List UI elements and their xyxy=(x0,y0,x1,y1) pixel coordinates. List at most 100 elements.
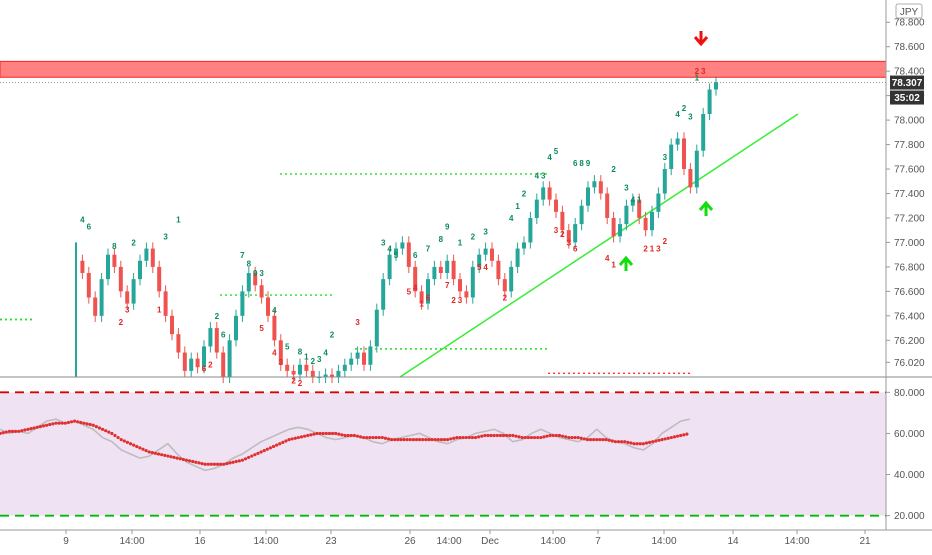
candle-body[interactable] xyxy=(650,212,654,230)
candle-body[interactable] xyxy=(618,224,622,236)
candle-body[interactable] xyxy=(132,279,136,303)
rsi-ma-dot xyxy=(309,433,312,436)
candle-body[interactable] xyxy=(119,267,123,291)
candle-body[interactable] xyxy=(228,340,232,377)
price-tick-label: 77.200 xyxy=(894,213,925,224)
candle-body[interactable] xyxy=(93,297,97,315)
rsi-ma-dot xyxy=(455,436,458,439)
candle-body[interactable] xyxy=(599,181,603,193)
candle-body[interactable] xyxy=(439,267,443,273)
candle-body[interactable] xyxy=(432,267,436,279)
candle-body[interactable] xyxy=(100,279,104,316)
candle-body[interactable] xyxy=(471,267,475,298)
candle-body[interactable] xyxy=(189,359,193,371)
candle-body[interactable] xyxy=(170,316,174,334)
candle-body[interactable] xyxy=(87,273,91,297)
candle-body[interactable] xyxy=(375,310,379,347)
candle-body[interactable] xyxy=(336,371,340,377)
candle-body[interactable] xyxy=(215,328,219,352)
candle-body[interactable] xyxy=(112,255,116,267)
candle-body[interactable] xyxy=(247,273,251,291)
price-axis[interactable]: 78.80078.60078.40078.20078.00077.80077.6… xyxy=(886,18,925,369)
candle-body[interactable] xyxy=(663,169,667,193)
candle-body[interactable] xyxy=(682,138,686,169)
currency-badge[interactable]: JPY xyxy=(896,4,922,18)
candle-body[interactable] xyxy=(605,194,609,218)
candle-body[interactable] xyxy=(106,255,110,279)
candle-body[interactable] xyxy=(157,267,161,291)
candle-body[interactable] xyxy=(151,249,155,267)
candle-body[interactable] xyxy=(586,187,590,205)
candle-body[interactable] xyxy=(292,371,296,375)
candle-body[interactable] xyxy=(311,371,315,377)
candle-body[interactable] xyxy=(407,242,411,266)
candle-body[interactable] xyxy=(381,279,385,310)
candle-body[interactable] xyxy=(503,279,507,291)
candle-body[interactable] xyxy=(464,291,468,297)
candle-body[interactable] xyxy=(516,249,520,267)
candle-body[interactable] xyxy=(343,365,347,371)
candle-body[interactable] xyxy=(644,218,648,230)
candle-body[interactable] xyxy=(669,145,673,169)
candle-body[interactable] xyxy=(541,187,545,199)
candle-body[interactable] xyxy=(484,249,488,255)
candle-body[interactable] xyxy=(548,187,552,199)
candle-body[interactable] xyxy=(176,334,180,352)
candle-body[interactable] xyxy=(285,365,289,371)
candle-body[interactable] xyxy=(400,242,404,248)
candle-body[interactable] xyxy=(362,353,366,365)
candle-body[interactable] xyxy=(528,218,532,242)
rsi-ma-dot xyxy=(499,434,502,437)
candle-body[interactable] xyxy=(496,261,500,279)
candle-body[interactable] xyxy=(624,206,628,224)
candle-body[interactable] xyxy=(208,328,212,346)
candle-body[interactable] xyxy=(164,291,168,315)
candle-body[interactable] xyxy=(701,114,705,151)
candle-body[interactable] xyxy=(125,291,129,303)
candle-body[interactable] xyxy=(708,90,712,114)
rsi-ma-dot xyxy=(216,463,219,466)
time-axis[interactable]: 9 14:00 16 14:00 23 26 Dec 14:00 7 14:00 14 14:00 21… xyxy=(63,530,871,547)
candle-body[interactable] xyxy=(234,316,238,340)
candle-body[interactable] xyxy=(612,218,616,236)
candle-body[interactable] xyxy=(80,261,84,273)
candle-body[interactable] xyxy=(688,169,692,187)
candle-body[interactable] xyxy=(260,285,264,297)
candle-body[interactable] xyxy=(368,346,372,364)
candle-body[interactable] xyxy=(356,353,360,359)
rsi-axis[interactable]: 80.000 60.000 40.000 20.000 xyxy=(886,388,925,522)
candle-body[interactable] xyxy=(240,291,244,315)
candle-body[interactable] xyxy=(183,353,187,371)
candle-body[interactable] xyxy=(388,255,392,279)
candle-body[interactable] xyxy=(458,279,462,291)
candle-body[interactable] xyxy=(656,194,660,212)
candle-body[interactable] xyxy=(560,212,564,230)
candle-body[interactable] xyxy=(272,316,276,340)
candle-body[interactable] xyxy=(580,206,584,224)
candle-body[interactable] xyxy=(573,224,577,242)
rsi-ma-dot xyxy=(70,420,73,423)
candle-body[interactable] xyxy=(554,200,558,212)
candle-body[interactable] xyxy=(676,138,680,144)
candle-body[interactable] xyxy=(266,297,270,315)
candle-body[interactable] xyxy=(535,200,539,218)
candle-body[interactable] xyxy=(714,82,718,89)
candle-body[interactable] xyxy=(522,242,526,248)
td-label-green: 3 xyxy=(541,171,546,180)
candle-body[interactable] xyxy=(592,181,596,187)
candle-body[interactable] xyxy=(349,359,353,365)
candle-body[interactable] xyxy=(304,365,308,371)
price-pane[interactable] xyxy=(0,0,886,377)
candle-body[interactable] xyxy=(138,261,142,279)
candle-body[interactable] xyxy=(445,261,449,273)
candle-body[interactable] xyxy=(490,249,494,261)
candle-body[interactable] xyxy=(695,151,699,188)
candle-body[interactable] xyxy=(144,249,148,261)
candle-body[interactable] xyxy=(298,365,302,375)
candle-body[interactable] xyxy=(196,359,200,368)
candle-body[interactable] xyxy=(221,353,225,377)
candle-body[interactable] xyxy=(509,267,513,291)
candle-body[interactable] xyxy=(452,261,456,279)
